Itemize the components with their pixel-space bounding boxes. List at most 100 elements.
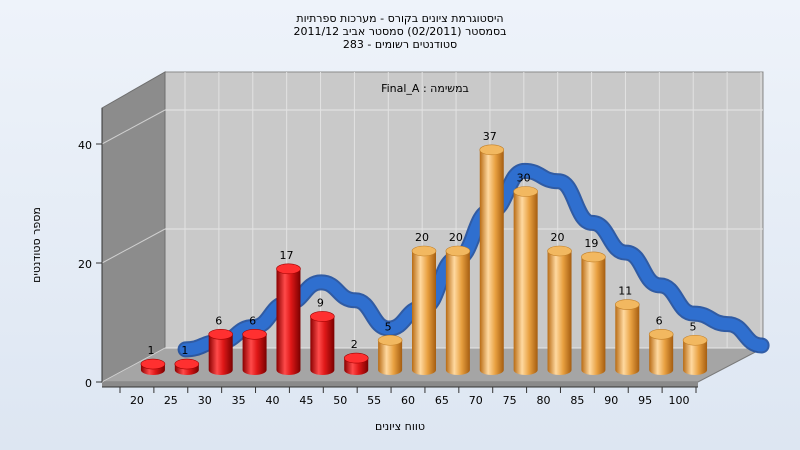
bar-body (208, 334, 233, 375)
data-label: 20 (415, 231, 429, 244)
bar (614, 299, 640, 375)
data-label: 6 (249, 314, 256, 327)
y-axis-label: מספר סטודנטים (30, 207, 43, 283)
title-line-2: בסמסטר (02/2011) סמסטר אביב 2011/12 (293, 25, 506, 38)
bar-cap (140, 358, 166, 370)
x-tick-label: 45 (299, 394, 313, 407)
x-tick-label: 100 (669, 394, 690, 407)
bar-cap (682, 334, 708, 346)
bar (648, 328, 674, 375)
bar-body (242, 334, 267, 375)
bar-body (683, 340, 708, 375)
bar-cap (648, 328, 674, 340)
bar-body (378, 340, 403, 375)
x-tick-label: 60 (401, 394, 415, 407)
x-tick-label: 80 (537, 394, 551, 407)
bar-body (581, 256, 606, 375)
y-tick-label: 40 (78, 139, 92, 152)
data-label: 1 (181, 344, 188, 357)
x-tick-label: 65 (435, 394, 449, 407)
bar (208, 328, 234, 375)
x-tick-label: 75 (503, 394, 517, 407)
bar-cap (208, 328, 234, 340)
bar-cap (242, 328, 267, 340)
bar-body (649, 334, 674, 375)
bar (174, 358, 200, 375)
bar-cap (310, 311, 335, 322)
bar-cap (614, 299, 640, 310)
x-tick-label: 25 (164, 394, 178, 407)
data-label: 17 (279, 249, 293, 262)
bar-cap (547, 245, 572, 257)
x-tick-label: 90 (604, 394, 618, 407)
y-axis: 0 20 40 (78, 108, 103, 390)
bar-body (276, 268, 301, 375)
bar (513, 186, 538, 375)
data-label: 6 (215, 314, 222, 327)
y-tick-label: 0 (85, 377, 92, 390)
bar-body (412, 251, 436, 375)
bar (377, 334, 403, 375)
data-label: 37 (483, 130, 497, 143)
data-label: 11 (618, 285, 632, 298)
bar-cap (276, 263, 301, 275)
x-tick-label: 95 (638, 394, 652, 407)
h-gridline-side (101, 109, 166, 145)
bar-body (310, 316, 335, 375)
bar-body (445, 251, 470, 375)
bar (343, 352, 369, 375)
data-label: 20 (449, 231, 463, 244)
bar-cap (445, 245, 471, 257)
x-tick-label: 55 (367, 394, 381, 407)
bar-body (615, 304, 640, 375)
bar (682, 334, 708, 375)
title-line-3: 283 - סטודנטים רשומים (343, 38, 457, 51)
chart-title: היסטוגרמת ציונים בקורס - מערכות ספרתיות … (293, 12, 506, 51)
data-label: 5 (385, 320, 392, 333)
x-tick-label: 35 (232, 394, 246, 407)
plot-floor-front (102, 382, 698, 387)
x-tick-label: 85 (570, 394, 584, 407)
data-label: 30 (517, 172, 531, 185)
data-label: 9 (317, 296, 324, 309)
annotation-text: Final_A : במשימה (381, 82, 469, 95)
data-label: 19 (584, 237, 598, 250)
bar-body (479, 149, 504, 375)
data-label: 1 (147, 344, 154, 357)
bar (242, 328, 267, 375)
data-label: 2 (351, 338, 358, 351)
bar (310, 311, 335, 375)
bar (581, 251, 606, 375)
x-tick-label: 30 (198, 394, 212, 407)
bar-cap (343, 352, 369, 364)
bar (276, 263, 301, 375)
bar-cap (479, 144, 505, 156)
bar-cap (377, 334, 403, 346)
data-label: 6 (656, 314, 663, 327)
x-tick-label: 50 (333, 394, 347, 407)
plot-left-wall (101, 71, 166, 383)
title-line-1: היסטוגרמת ציונים בקורס - מערכות ספרתיות (296, 12, 503, 25)
bar (479, 144, 505, 375)
x-tick-label: 40 (265, 394, 279, 407)
data-label: 20 (551, 231, 565, 244)
h-gridline-side (101, 228, 166, 264)
bar-cap (411, 245, 437, 257)
x-axis: 20 25 30 35 40 45 50 55 60 65 70 75 80 85 90 95 100 (102, 386, 698, 407)
x-axis-label: טווח ציונים (375, 420, 425, 433)
x-tick-label: 20 (130, 394, 144, 407)
bar-cap (174, 358, 200, 370)
bar (140, 358, 166, 375)
y-tick-label: 20 (78, 258, 92, 271)
bar-body (547, 251, 572, 375)
h-gridline-side (101, 347, 166, 383)
bar (445, 245, 471, 375)
bar (547, 245, 572, 375)
bar-cap (513, 186, 538, 197)
bar (411, 245, 437, 375)
bar-body (513, 191, 538, 375)
gridlines (101, 72, 763, 383)
data-label: 5 (690, 320, 697, 333)
